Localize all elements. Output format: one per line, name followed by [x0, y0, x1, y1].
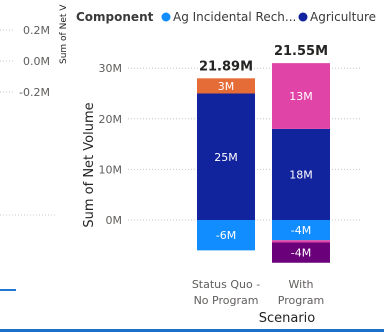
left-yaxis-title: Sum of Net V	[59, 4, 69, 64]
left-y-tick-label: 0.2M	[23, 24, 50, 37]
bar-segment	[272, 63, 330, 129]
x-category-label: With	[289, 278, 314, 291]
left-y-tick-label: 0.0M	[23, 55, 50, 68]
bar-segment-label: -4M	[291, 224, 311, 237]
bar-segment	[197, 78, 255, 94]
y-tick-label: 20M	[99, 113, 123, 126]
left-y-tick-label: -0.2M	[19, 86, 50, 99]
bar-segment	[272, 240, 330, 243]
y-tick-label: 10M	[99, 163, 123, 176]
bar-segment	[197, 93, 255, 220]
bars: -6M 25M 3M 21.89M -4M -4M 18M 13M 21.55M	[197, 44, 330, 263]
x-axis-labels: Status Quo - No Program With Program	[192, 278, 324, 307]
y-axis-title: Sum of Net Volume	[82, 102, 97, 227]
bar-segment-label: 18M	[289, 168, 313, 181]
y-tick-label: 30M	[99, 62, 123, 75]
x-category-label: Program	[278, 294, 324, 307]
bar-segment	[272, 242, 330, 263]
legend: Component Ag Incidental Rech... Agricult…	[76, 10, 376, 24]
x-category-label: No Program	[194, 294, 259, 307]
legend-item-agriculture[interactable]: Agriculture	[310, 10, 376, 24]
legend-title: Component	[76, 10, 154, 24]
bar-segment-label: -6M	[216, 229, 236, 242]
bar-segment-label: 25M	[214, 151, 238, 164]
y-tick-label: 0M	[106, 214, 123, 227]
bar-segment	[272, 220, 330, 241]
bottom-accent-bar	[0, 329, 384, 332]
legend-marker-agriculture	[298, 12, 308, 22]
bar-segment	[272, 128, 330, 220]
left-series-line	[0, 289, 16, 291]
left-partial-chart: Sum of Net V 0.2M 0.0M -0.2M	[0, 4, 69, 291]
bar-segment-label: 13M	[289, 90, 313, 103]
bar-segment-label: -4M	[291, 247, 311, 260]
bar-segment	[197, 220, 255, 251]
legend-marker-ag-incidental	[161, 12, 171, 22]
x-category-label: Status Quo -	[192, 278, 260, 291]
bar-total-label: 21.55M	[274, 44, 328, 59]
bar-segment-label: 3M	[218, 80, 235, 93]
y-axis-ticks: 30M 20M 10M 0M	[99, 62, 123, 227]
legend-item-ag-incidental[interactable]: Ag Incidental Rech...	[173, 10, 296, 24]
x-axis-title: Scenario	[259, 311, 316, 326]
bar-total-label: 21.89M	[199, 59, 253, 74]
